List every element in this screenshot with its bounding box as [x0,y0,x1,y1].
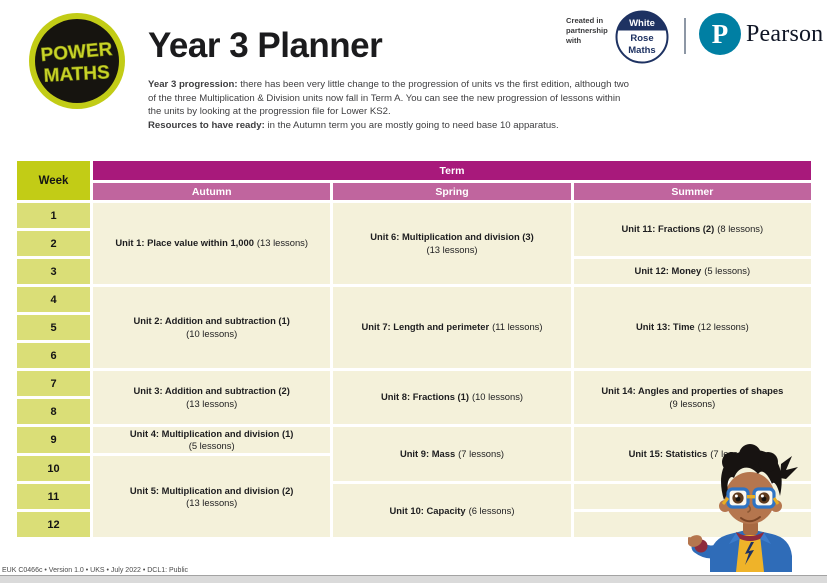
unit-8-name: Unit 8: Fractions (1) [380,391,469,403]
summer-header: Summer [573,183,811,200]
week-12: 12 [17,512,90,538]
resources-paragraph: Resources to have ready: in the Autumn t… [148,119,630,133]
week-7: 7 [17,371,90,396]
unit-1-cell: Unit 1: Place value within 1,000 (13 less… [93,203,331,284]
week-11: 11 [17,484,90,510]
wrm-word-white: White [629,18,655,29]
progression-body: there has been very little change to the… [148,79,630,118]
planner-table: Week Term Autumn Spring Summer 1 Unit 1:… [14,158,814,540]
unit-6-lessons: (13 lessons) [426,243,478,255]
partnership-label: Created in partnership with [566,16,608,45]
resources-lead: Resources to have ready: [148,119,265,131]
term-header: Term [93,161,811,180]
unit-12-lessons: (5 lessons) [704,265,751,277]
unit-2-lessons: (10 lessons) [186,327,238,339]
week-column-header: Week [17,161,90,200]
unit-11-name: Unit 11: Fractions (2) [621,223,715,235]
progression-lead: Year 3 progression: [148,79,238,90]
page-title: Year 3 Planner [148,26,383,65]
week-2: 2 [17,231,90,256]
unit-3-lessons: (13 lessons) [186,397,238,409]
unit-4-name: Unit 4: Multiplication and division (1) [129,428,294,439]
unit-7-name: Unit 7: Length and perimeter [361,321,490,333]
resources-body: in the Autumn term you are mostly going … [264,119,559,131]
unit-1-name: Unit 1: Place value within 1,000 [115,237,254,249]
unit-13-lessons: (12 lessons) [697,321,749,333]
intro-text: Year 3 progression: there has been very … [148,78,630,132]
unit-5-cell: Unit 5: Multiplication and division (2)(… [93,456,331,538]
progression-paragraph: Year 3 progression: there has been very … [148,78,630,119]
unit-8-cell: Unit 8: Fractions (1) (10 lessons) [333,371,571,424]
unit-13-cell: Unit 13: Time (12 lessons) [573,287,811,368]
unit-10-lessons: (6 lessons) [468,504,515,516]
pearson-p-glyph: P [712,19,729,49]
white-rose-maths-icon: White Rose Maths [615,10,669,64]
week-10: 10 [17,456,90,482]
summer-empty-week-12-cell [573,512,811,538]
unit-3-name: Unit 3: Addition and subtraction (2) [133,385,290,397]
unit-9-lessons: (7 lessons) [458,448,505,460]
power-maths-logo-icon: POWER MATHS [29,13,125,109]
unit-11-cell: Unit 11: Fractions (2) (8 lessons) [573,203,811,256]
logo-word-maths: MATHS [43,62,110,86]
unit-15-name: Unit 15: Statistics [628,448,708,460]
week-3: 3 [17,259,90,284]
unit-2-cell: Unit 2: Addition and subtraction (1) (10 … [93,287,331,368]
pearson-icon: P [699,13,741,60]
unit-9-cell: Unit 9: Mass (7 lessons) [333,427,571,482]
horizontal-scrollbar[interactable] [0,575,827,583]
week-1: 1 [17,203,90,228]
unit-14-name: Unit 14: Angles and properties of shapes [601,385,784,397]
unit-10-name: Unit 10: Capacity [389,504,466,516]
partnership-block: Created in partnership with White Rose M… [566,10,823,64]
unit-12-cell: Unit 12: Money (5 lessons) [573,259,811,284]
unit-8-lessons: (10 lessons) [471,391,524,403]
unit-7-cell: Unit 7: Length and perimeter (11 lessons) [333,287,571,368]
week-5: 5 [17,315,90,340]
week-8: 8 [17,399,90,424]
unit-4-cell: Unit 4: Multiplication and division (1)(… [93,427,331,454]
mascot-boy-icon [685,444,798,572]
week-6: 6 [17,343,90,368]
unit-5-name: Unit 5: Multiplication and division (2) [129,484,294,496]
unit-1-lessons: (13 lessons) [256,237,308,249]
brand-separator [684,18,686,54]
wrm-word-maths: Maths [628,45,655,56]
unit-2-name: Unit 2: Addition and subtraction (1) [133,315,290,327]
white-rose-maths-logo: White Rose Maths [615,10,669,69]
unit-6-cell: Unit 6: Multiplication and division (3)(… [333,203,571,284]
unit-12-name: Unit 12: Money [634,265,702,277]
unit-13-name: Unit 13: Time [635,321,695,333]
unit-7-lessons: (11 lessons) [492,321,543,333]
unit-10-cell: Unit 10: Capacity (6 lessons) [333,484,571,538]
spring-header: Spring [333,183,571,200]
unit-6-name: Unit 6: Multiplication and division (3) [370,231,534,243]
unit-3-cell: Unit 3: Addition and subtraction (2) (13 … [93,371,331,424]
unit-5-lessons: (13 lessons) [186,496,238,508]
wrm-word-rose: Rose [630,33,653,44]
autumn-header: Autumn [93,183,331,200]
pearson-wordmark: Pearson [746,21,824,47]
week-4: 4 [17,287,90,312]
unit-14-lessons: (9 lessons) [669,397,716,409]
unit-11-lessons: (8 lessons) [717,223,764,235]
week-9: 9 [17,427,90,454]
unit-4-lessons: (5 lessons) [188,440,235,452]
mascot-character [685,434,803,577]
unit-9-name: Unit 9: Mass [399,448,456,460]
unit-14-cell: Unit 14: Angles and properties of shapes… [573,371,811,424]
power-maths-logo: POWER MATHS [28,12,126,110]
document-code: EUK C0466c • Version 1.0 • UKS • July 20… [2,567,189,574]
